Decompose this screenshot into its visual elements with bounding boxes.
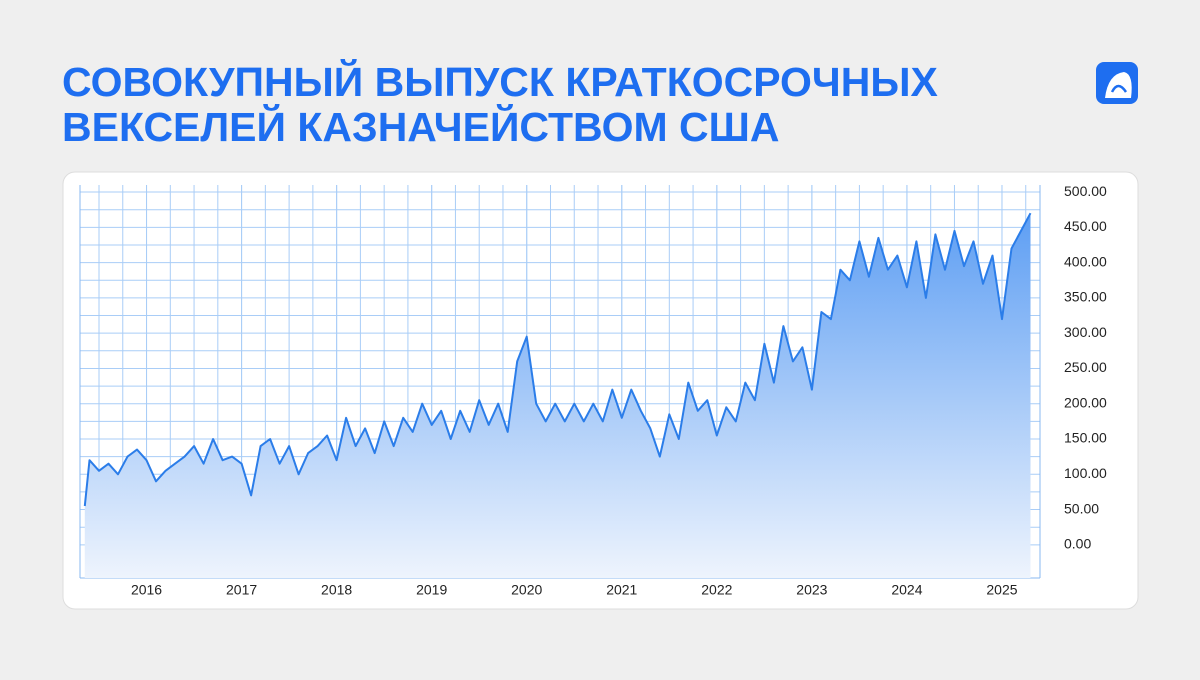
y-tick-label: 450.00 bbox=[1064, 218, 1107, 234]
y-tick-label: 500.00 bbox=[1064, 183, 1107, 199]
x-tick-label: 2021 bbox=[606, 582, 637, 598]
x-tick-label: 2025 bbox=[986, 582, 1017, 598]
chart-title: СОВОКУПНЫЙ ВЫПУСК КРАТКОСРОЧНЫХ bbox=[62, 59, 938, 105]
x-tick-label: 2019 bbox=[416, 582, 447, 598]
x-tick-label: 2023 bbox=[796, 582, 827, 598]
area bbox=[84, 213, 1031, 578]
y-tick-label: 250.00 bbox=[1064, 359, 1107, 375]
logo bbox=[1096, 62, 1138, 104]
y-tick-label: 350.00 bbox=[1064, 289, 1107, 305]
x-tick-label: 2022 bbox=[701, 582, 732, 598]
y-tick-label: 150.00 bbox=[1064, 430, 1107, 446]
line bbox=[83, 212, 1032, 507]
chart-title: ВЕКСЕЛЕЙ КАЗНАЧЕЙСТВОМ США bbox=[62, 104, 779, 150]
y-tick-label: 50.00 bbox=[1064, 500, 1099, 516]
x-tick-label: 2020 bbox=[511, 582, 542, 598]
x-tick-label: 2018 bbox=[321, 582, 352, 598]
y-tick-label: 200.00 bbox=[1064, 394, 1107, 410]
y-tick-label: 100.00 bbox=[1064, 465, 1107, 481]
y-tick-label: 0.00 bbox=[1064, 536, 1091, 552]
x-tick-label: 2016 bbox=[131, 582, 162, 598]
x-tick-label: 2017 bbox=[226, 582, 257, 598]
y-tick-label: 400.00 bbox=[1064, 253, 1107, 269]
y-tick-label: 300.00 bbox=[1064, 324, 1107, 340]
x-tick-label: 2024 bbox=[891, 582, 922, 598]
